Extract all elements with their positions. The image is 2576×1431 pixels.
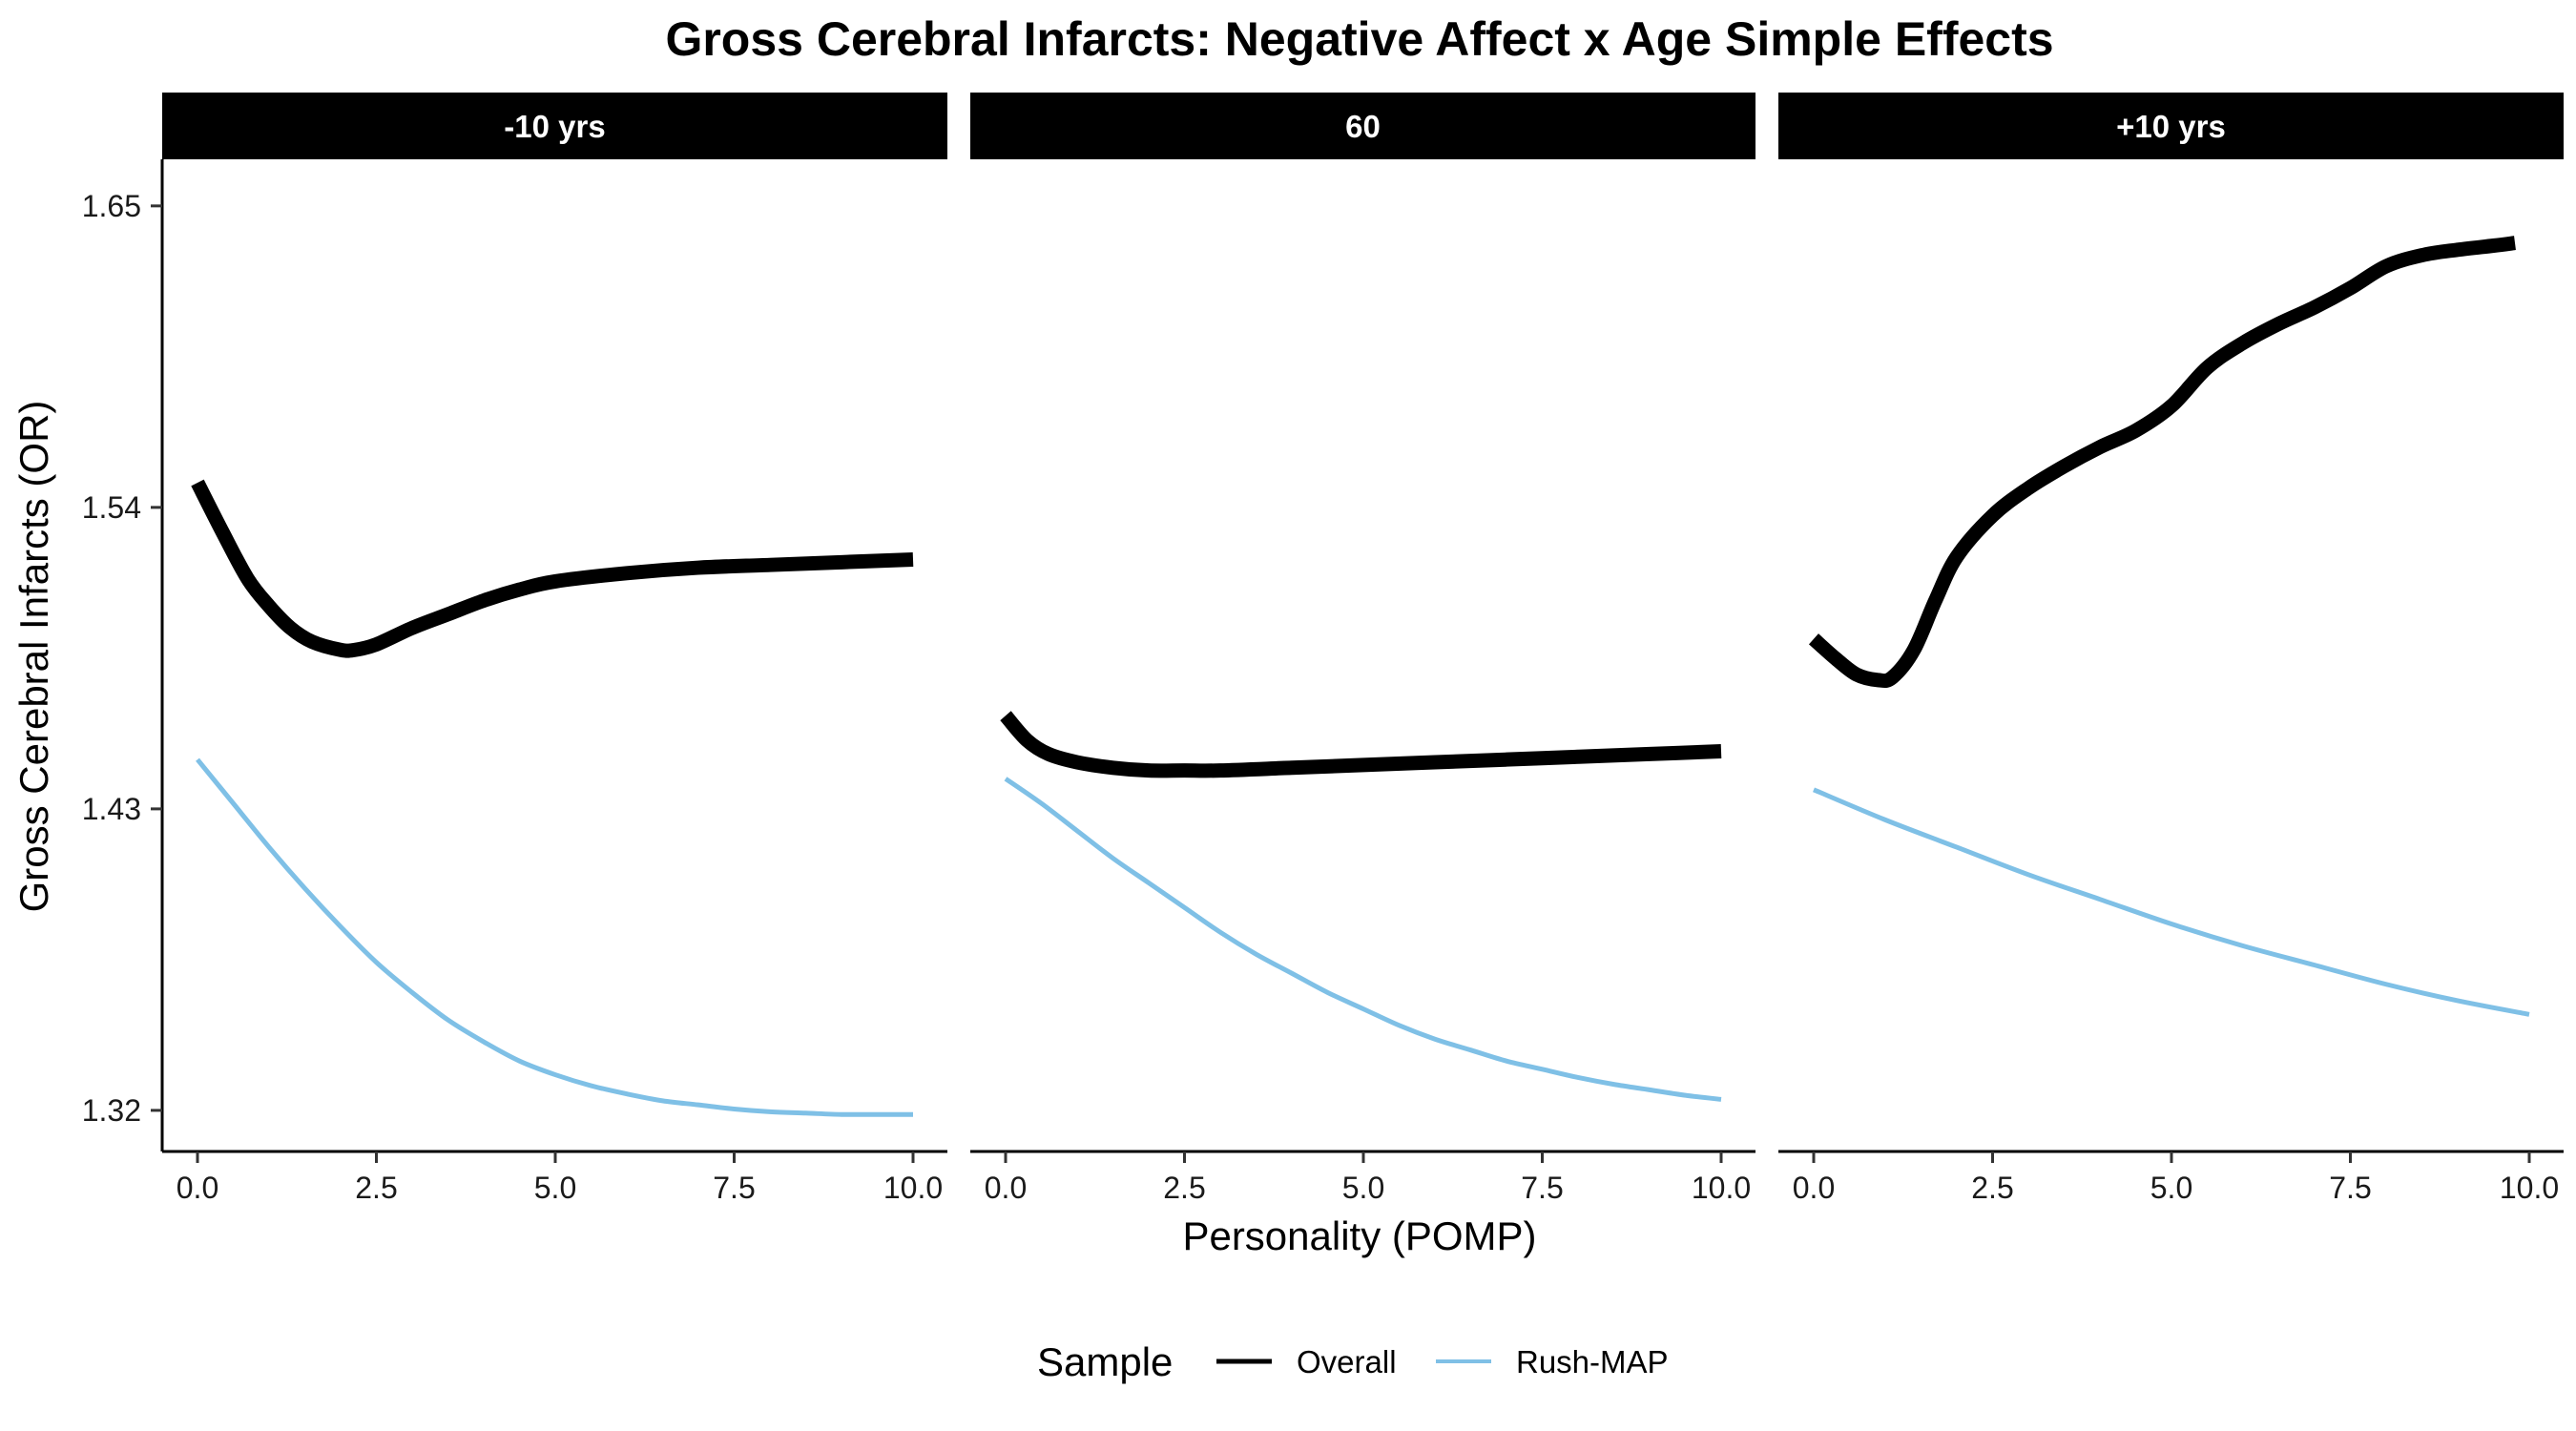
legend-title: Sample	[1037, 1339, 1173, 1384]
facet-panel: 60 0.0 2.5 5.0 7.5 10.0	[970, 93, 1755, 1205]
x-axis-label: Personality (POMP)	[1182, 1213, 1536, 1258]
x-tick-label: 2.5	[1971, 1171, 2013, 1205]
x-tick-label: 10.0	[2500, 1171, 2559, 1205]
facet-strip	[1778, 93, 2564, 159]
series-line-overall	[1808, 236, 2516, 689]
y-tick-label: 1.43	[82, 792, 141, 826]
chart-title: Gross Cerebral Infarcts: Negative Affect…	[665, 12, 2053, 66]
x-tick-label: 5.0	[2150, 1171, 2192, 1205]
x-tick-label: 2.5	[355, 1171, 397, 1205]
series-line-rush-map	[196, 757, 913, 1117]
series-line-rush-map	[1813, 787, 2530, 1017]
facet-strip	[162, 93, 947, 159]
legend-label: Overall	[1297, 1344, 1397, 1379]
legend-label: Rush-MAP	[1516, 1344, 1669, 1379]
x-tick-label: 0.0	[177, 1171, 218, 1205]
x-tick-label: 5.0	[1342, 1171, 1384, 1205]
x-tick-label: 7.5	[713, 1171, 755, 1205]
series-line-overall	[191, 479, 914, 658]
facet-panel: -10 yrs 0.0 2.5 5.0 7.5 10.0 1.32 1.43 1.54 1.65	[82, 93, 947, 1205]
y-axis-label: Gross Cerebral Infarcts (OR)	[11, 401, 56, 913]
x-tick-label: 7.5	[2329, 1171, 2371, 1205]
x-tick-label: 0.0	[1793, 1171, 1835, 1205]
x-tick-label: 10.0	[883, 1171, 943, 1205]
legend: Sample Overall Rush-MAP	[1037, 1339, 1669, 1384]
x-tick-label: 5.0	[534, 1171, 576, 1205]
y-tick-label: 1.54	[82, 490, 141, 525]
facet-panel: +10 yrs 0.0 2.5 5.0 7.5 10.0	[1778, 93, 2564, 1205]
series-line-overall	[1000, 711, 1722, 778]
x-tick-label: 10.0	[1692, 1171, 1751, 1205]
facet-strip	[970, 93, 1755, 159]
facet-panels: -10 yrs 0.0 2.5 5.0 7.5 10.0 1.32 1.43 1.54 1.65 6…	[82, 93, 2564, 1205]
y-tick-label: 1.32	[82, 1093, 141, 1128]
x-tick-label: 0.0	[985, 1171, 1027, 1205]
series-line-rush-map	[1004, 777, 1722, 1102]
x-tick-label: 7.5	[1521, 1171, 1563, 1205]
facet-strip-label: -10 yrs	[504, 109, 605, 144]
y-tick-label: 1.65	[82, 189, 141, 223]
facet-strip-label: +10 yrs	[2116, 109, 2226, 144]
x-tick-label: 2.5	[1163, 1171, 1205, 1205]
facet-strip-label: 60	[1345, 109, 1381, 144]
